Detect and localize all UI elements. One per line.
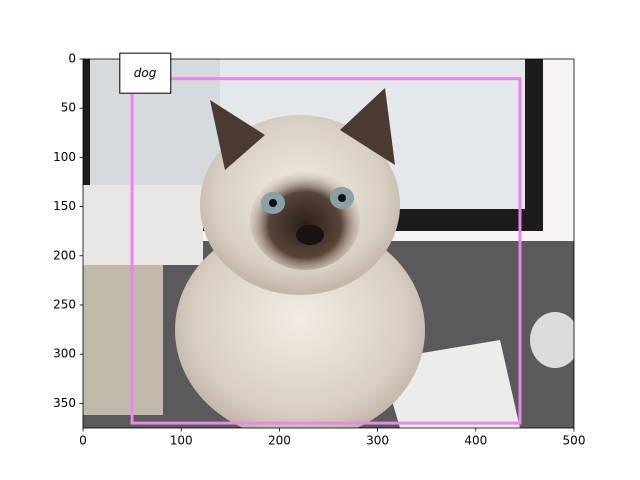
y-tick-label: 50 (61, 101, 76, 115)
x-tick-label: 300 (366, 434, 389, 448)
box-label-background (119, 52, 172, 94)
axes-frame (82, 58, 575, 429)
y-tick-label: 200 (53, 248, 76, 262)
photo (83, 59, 574, 428)
x-tick-label: 0 (79, 434, 87, 448)
x-tick-label: 200 (268, 434, 291, 448)
box-label: dog (119, 52, 172, 94)
y-tick-label: 350 (53, 396, 76, 410)
y-tick-label: 250 (53, 298, 76, 312)
y-tick-label: 100 (53, 150, 76, 164)
bounding-box (130, 77, 522, 425)
x-tick-label: 500 (563, 434, 586, 448)
y-tick-label: 150 (53, 199, 76, 213)
x-tick-label: 100 (170, 434, 193, 448)
box-label-text: dog (134, 66, 157, 80)
y-tick-label: 0 (68, 52, 76, 66)
x-tick-label: 400 (464, 434, 487, 448)
y-tick-label: 300 (53, 347, 76, 361)
